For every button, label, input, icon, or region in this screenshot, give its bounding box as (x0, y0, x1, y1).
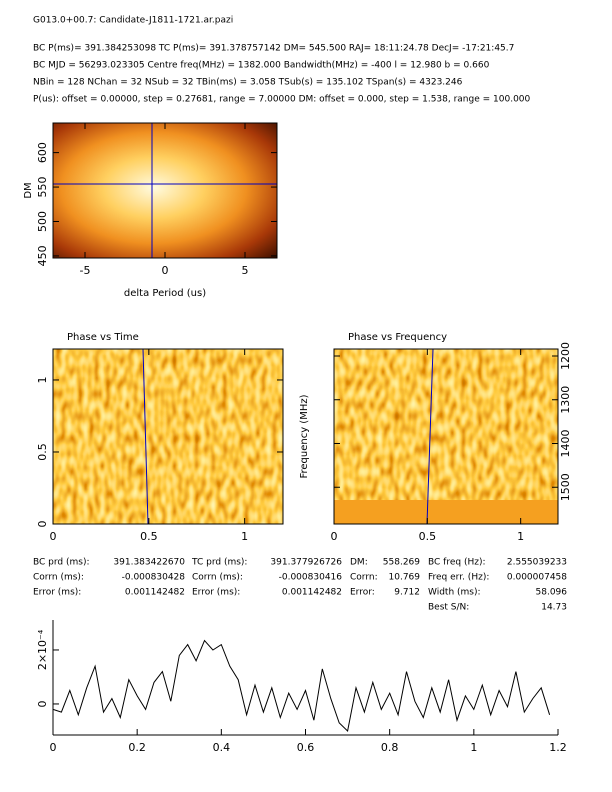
result-label: Corrn (ms): (192, 573, 243, 583)
result-label: Error (ms): (192, 588, 240, 598)
x-tick-label: 1 (470, 741, 477, 754)
x-tick-label: 0.8 (381, 741, 399, 754)
result-value: 10.769 (389, 573, 421, 583)
title: G013.0+00.7: Candidate-J1811-1721.ar.paz… (33, 16, 233, 26)
y-tick-label: 500 (36, 211, 49, 232)
x-tick-label: 0.2 (128, 741, 146, 754)
result-label: Freq err. (Hz): (428, 573, 489, 583)
y-tick-label: 1400 (559, 430, 572, 458)
x-tick-label: 1 (241, 530, 248, 543)
x-tick-label: 1 (517, 530, 524, 543)
phase-frequency-map (334, 349, 558, 524)
result-value: 58.096 (536, 588, 568, 598)
x-tick-label: 0.5 (419, 530, 437, 543)
header-line: P(us): offset = 0.00000, step = 0.27681,… (33, 95, 531, 105)
result-value: 0.001142482 (282, 588, 342, 598)
result-label: Width (ms): (428, 588, 481, 598)
result-label: BC prd (ms): (33, 558, 90, 568)
frame (333, 348, 559, 525)
phase-time-map (53, 349, 283, 524)
fit-line (426, 348, 434, 525)
dm-period-map (53, 123, 277, 258)
x-tick-label: 0.4 (213, 741, 231, 754)
x-tick-label: 0 (162, 264, 169, 277)
result-label: Corrn: (350, 573, 378, 583)
result-label: TC prd (ms): (191, 558, 247, 568)
panel-title: Phase vs Frequency (348, 332, 447, 343)
result-value: 391.377926726 (270, 558, 342, 568)
result-value: 9.712 (394, 588, 420, 598)
result-value: -0.000830416 (279, 573, 343, 583)
y-axis-label: Frequency (MHz) (299, 394, 310, 478)
result-label: Error (ms): (33, 588, 81, 598)
x-tick-label: 0.5 (140, 530, 158, 543)
x-axis-label: delta Period (us) (124, 288, 206, 299)
frame (52, 348, 284, 525)
header-line: BC P(ms)= 391.384253098 TC P(ms)= 391.37… (33, 44, 514, 54)
y-tick-label: 0 (36, 700, 49, 707)
x-tick-label: -5 (80, 264, 91, 277)
result-label: Best S/N: (428, 603, 469, 613)
result-label: Error: (350, 588, 375, 598)
result-value: 558.269 (383, 558, 420, 568)
x-tick-label: 0 (50, 530, 57, 543)
y-tick-label: 0.5 (36, 443, 49, 461)
result-value: 14.73 (541, 603, 567, 613)
profile-line (52, 639, 551, 732)
result-value: 0.001142482 (125, 588, 185, 598)
header-line: BC MJD = 56293.023305 Centre freq(MHz) =… (33, 61, 490, 71)
x-tick-label: 1.2 (549, 741, 567, 754)
result-value: 2.555039233 (507, 558, 567, 568)
masked-band (334, 500, 558, 524)
x-tick-label: 5 (242, 264, 249, 277)
panel-title: Phase vs Time (67, 332, 139, 343)
result-label: BC freq (Hz): (428, 558, 486, 568)
y-tick-label: 0 (36, 521, 49, 528)
y-tick-label: 600 (36, 142, 49, 163)
result-value: 0.000007458 (507, 573, 567, 583)
y-tick-label: 1300 (559, 386, 572, 414)
header-line: NBin = 128 NChan = 32 NSub = 32 TBin(ms)… (33, 78, 463, 88)
y-tick-label: 1500 (559, 473, 572, 501)
result-label: Corrn (ms): (33, 573, 84, 583)
result-value: 391.383422670 (113, 558, 185, 568)
result-label: DM: (350, 558, 368, 568)
y-tick-label: 550 (36, 177, 49, 198)
fit-line (142, 348, 149, 525)
y-axis-label: DM (23, 182, 34, 198)
y-tick-label: 1200 (559, 342, 572, 370)
x-tick-label: 0 (331, 530, 338, 543)
x-tick-label: 0 (50, 741, 57, 754)
y-tick-label: 1 (36, 376, 49, 383)
y-tick-label: 450 (36, 245, 49, 266)
result-value: -0.000830428 (122, 573, 186, 583)
y-tick-label: 2×10⁻⁴ (36, 629, 49, 670)
x-tick-label: 0.6 (297, 741, 315, 754)
